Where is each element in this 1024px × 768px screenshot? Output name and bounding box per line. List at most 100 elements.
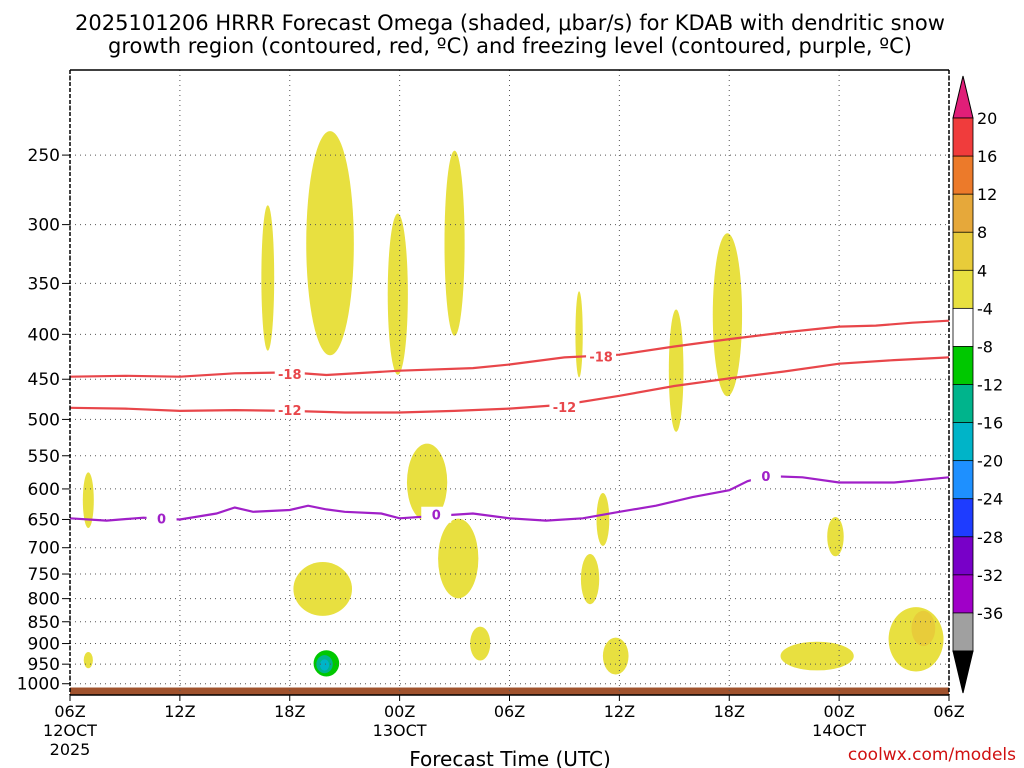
y-tick-label-550: 550: [28, 447, 60, 467]
x-tick-date-3: 13OCT: [373, 721, 427, 740]
colorbar-swatch-6: [952, 346, 974, 386]
y-tick-label-750: 750: [28, 565, 60, 585]
colorbar-bottom-arrow: [952, 650, 974, 694]
omega-region-21: [227, 639, 235, 657]
colorbar-label-11: -28: [977, 528, 1003, 547]
plot-frame: [69, 69, 950, 696]
contour-label-1-0: -12: [278, 404, 302, 419]
y-tick-label-1000: 1000: [17, 675, 60, 695]
colorbar-swatch-13: [952, 612, 974, 652]
omega-region-0: [82, 472, 94, 529]
omega-region-17: [780, 641, 854, 671]
y-tick-label-300: 300: [28, 216, 60, 236]
contour-line-2: [69, 474, 950, 522]
omega-region-24: [576, 449, 582, 477]
colorbar-swatch-5: [952, 307, 974, 348]
contour-label-0-0: -18: [278, 368, 302, 383]
y-tick-label-400: 400: [28, 325, 60, 345]
omega-region-19: [911, 610, 936, 647]
colorbar-label-3: 8: [977, 223, 987, 242]
y-tick-label-250: 250: [28, 146, 60, 166]
colorbar-label-13: -36: [977, 604, 1003, 623]
terrain-band: [70, 687, 949, 695]
omega-region-14: [668, 309, 684, 432]
omega-region-10: [575, 291, 583, 378]
x-tick-date-0: 12OCT: [43, 721, 97, 740]
y-tick-label-600: 600: [28, 480, 60, 500]
contour-label-bg-1-1: [549, 399, 580, 416]
omega-region-15: [712, 233, 743, 397]
colorbar-swatch-4: [952, 269, 974, 310]
colorbar-swatch-2: [952, 193, 974, 234]
colorbar-label-7: -12: [977, 376, 1003, 395]
x-tick-label-2: 18Z: [274, 702, 305, 721]
omega-region-16: [827, 517, 844, 557]
y-tick-label-800: 800: [28, 590, 60, 610]
y-tick-label-700: 700: [28, 539, 60, 559]
contour-label-bg-2-2: [750, 468, 781, 485]
x-tick-label-6: 18Z: [714, 702, 745, 721]
y-tick-label-350: 350: [28, 274, 60, 294]
colorbar-legend: 20 16 12 8 4 -4 -8 -12 -16 -20 -24 -28 -32 -36: [952, 75, 1003, 694]
x-tick-year-0: 2025: [50, 740, 91, 759]
colorbar-label-6: -8: [977, 337, 993, 356]
colorbar-swatch-8: [952, 422, 974, 462]
contour-label-2-2: 0: [761, 470, 770, 485]
y-tick-label-650: 650: [28, 510, 60, 530]
y-tick-label-850: 850: [28, 613, 60, 633]
colorbar-swatch-9: [952, 460, 974, 500]
x-tick-label-1: 12Z: [164, 702, 195, 721]
x-tick-date-7: 14OCT: [812, 721, 866, 740]
colorbar-label-10: -24: [977, 490, 1003, 509]
terrain-layer: [70, 687, 949, 695]
omega-region-13: [602, 637, 629, 675]
contour-line-1: [69, 356, 950, 414]
contour-line-0: [69, 319, 950, 378]
omega-region-6: [406, 443, 448, 522]
omega-region-22: [452, 398, 461, 452]
colorbar-label-1: 16: [977, 147, 997, 166]
credit-text[interactable]: coolwx.com/models: [848, 745, 1016, 765]
colorbar-label-8: -16: [977, 414, 1003, 433]
contour-label-bg-0-0: [274, 366, 305, 383]
x-tick-label-7: 00Z: [823, 702, 854, 721]
omega-region-28: [319, 659, 330, 671]
contour-label-2-1: 0: [432, 509, 441, 524]
x-tick-label-8: 06Z: [933, 702, 964, 721]
contour-label-1-1: -12: [553, 401, 577, 416]
omega-region-11: [580, 553, 600, 605]
y-axis-ticks: 2503003504004505005506006507007508008509…: [17, 146, 70, 695]
contour-label-2-0: 0: [157, 512, 166, 527]
contour-label-bg-2-1: [421, 506, 452, 523]
omega-region-1: [83, 652, 93, 669]
x-tick-label-4: 06Z: [494, 702, 525, 721]
y-tick-label-500: 500: [28, 410, 60, 430]
contour-label-bg-1-0: [274, 402, 305, 419]
x-tick-label-3: 00Z: [384, 702, 415, 721]
y-tick-label-950: 950: [28, 655, 60, 675]
colorbar-swatch-3: [952, 231, 974, 272]
omega-region-20: [82, 360, 94, 463]
x-tick-label-5: 12Z: [604, 702, 635, 721]
omega-region-12: [596, 493, 610, 546]
omega-region-2: [261, 205, 275, 351]
omega-region-5: [444, 150, 465, 336]
colorbar-label-4: 4: [977, 261, 987, 280]
contour-label-0-1: -18: [589, 351, 613, 366]
colorbar-label-5: -4: [977, 299, 993, 318]
colorbar-swatch-7: [952, 384, 974, 424]
colorbar-label-12: -32: [977, 566, 1003, 585]
temperature-contours: -18 -18 -12 -12 0 0 0: [69, 319, 950, 527]
omega-region-7: [293, 562, 353, 616]
chart-title-line-1: 2025101206 HRRR Forecast Omega (shaded, …: [75, 11, 945, 35]
colorbar-swatch-0: [952, 117, 974, 157]
colorbar-label-2: 12: [977, 185, 997, 204]
colorbar-swatch-10: [952, 498, 974, 538]
omega-shaded-regions: [82, 131, 944, 682]
chart-title-line-2: growth region (contoured, red, ºC) and f…: [108, 34, 912, 58]
contour-label-bg-2-0: [146, 510, 177, 527]
contour-label-bg-0-1: [586, 348, 617, 365]
colorbar-swatch-1: [952, 155, 974, 196]
